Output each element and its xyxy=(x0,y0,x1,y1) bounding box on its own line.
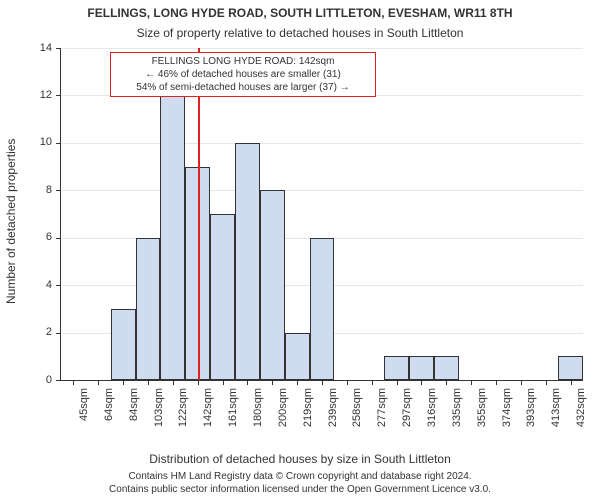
y-tick-label: 8 xyxy=(22,184,52,196)
bar xyxy=(310,238,335,380)
chart-subtitle: Size of property relative to detached ho… xyxy=(0,26,600,40)
x-tick-mark xyxy=(148,380,149,385)
y-tick-label: 14 xyxy=(22,42,52,54)
grid-line xyxy=(61,190,583,191)
credit-line-1: Contains HM Land Registry data © Crown c… xyxy=(128,471,471,482)
x-tick-label: 45sqm xyxy=(78,388,90,438)
x-tick-label: 355sqm xyxy=(476,388,488,438)
x-tick-label: 316sqm xyxy=(426,388,438,438)
bar xyxy=(210,214,235,380)
y-tick-mark xyxy=(56,190,61,191)
y-tick-label: 10 xyxy=(22,136,52,148)
bar xyxy=(260,190,285,380)
x-tick-label: 277sqm xyxy=(376,388,388,438)
x-tick-label: 122sqm xyxy=(177,388,189,438)
x-tick-label: 374sqm xyxy=(501,388,513,438)
x-tick-label: 393sqm xyxy=(525,388,537,438)
annotation-box: FELLINGS LONG HYDE ROAD: 142sqm ← 46% of… xyxy=(110,52,376,97)
x-tick-mark xyxy=(73,380,74,385)
annotation-line-2: ← 46% of detached houses are smaller (31… xyxy=(145,69,341,80)
x-tick-label: 180sqm xyxy=(252,388,264,438)
x-tick-mark xyxy=(546,380,547,385)
credit-line-2: Contains public sector information licen… xyxy=(109,484,491,495)
x-tick-mark xyxy=(397,380,398,385)
x-axis-label: Distribution of detached houses by size … xyxy=(0,452,600,466)
y-tick-label: 0 xyxy=(22,374,52,386)
y-tick-label: 6 xyxy=(22,231,52,243)
bar xyxy=(235,143,260,380)
y-tick-mark xyxy=(56,285,61,286)
bar xyxy=(160,95,185,380)
x-tick-label: 413sqm xyxy=(550,388,562,438)
x-tick-mark xyxy=(173,380,174,385)
marker-line xyxy=(198,48,200,380)
x-tick-mark xyxy=(372,380,373,385)
x-tick-mark xyxy=(98,380,99,385)
bar xyxy=(558,356,583,380)
bar xyxy=(384,356,409,380)
x-tick-mark xyxy=(198,380,199,385)
x-tick-mark xyxy=(322,380,323,385)
x-tick-label: 64sqm xyxy=(103,388,115,438)
chart-title: FELLINGS, LONG HYDE ROAD, SOUTH LITTLETO… xyxy=(0,6,600,20)
x-tick-mark xyxy=(421,380,422,385)
x-tick-mark xyxy=(297,380,298,385)
x-tick-mark xyxy=(123,380,124,385)
credit-text: Contains HM Land Registry data © Crown c… xyxy=(0,471,600,496)
grid-line xyxy=(61,143,583,144)
y-tick-label: 4 xyxy=(22,279,52,291)
bar xyxy=(136,238,161,380)
annotation-line-3: 54% of semi-detached houses are larger (… xyxy=(136,82,349,93)
x-tick-label: 335sqm xyxy=(451,388,463,438)
annotation-line-1: FELLINGS LONG HYDE ROAD: 142sqm xyxy=(152,56,335,67)
chart-page: { "title": "FELLINGS, LONG HYDE ROAD, SO… xyxy=(0,0,600,500)
y-tick-mark xyxy=(56,95,61,96)
y-tick-mark xyxy=(56,333,61,334)
x-tick-mark xyxy=(347,380,348,385)
grid-line xyxy=(61,48,583,49)
x-tick-label: 219sqm xyxy=(302,388,314,438)
x-tick-label: 200sqm xyxy=(277,388,289,438)
y-axis-label: Number of detached properties xyxy=(4,139,18,304)
bar xyxy=(434,356,459,380)
x-tick-mark xyxy=(571,380,572,385)
y-tick-mark xyxy=(56,143,61,144)
x-tick-mark xyxy=(446,380,447,385)
y-tick-label: 2 xyxy=(22,326,52,338)
y-tick-mark xyxy=(56,48,61,49)
bar xyxy=(285,333,310,380)
x-tick-mark xyxy=(521,380,522,385)
x-tick-label: 142sqm xyxy=(202,388,214,438)
y-tick-mark xyxy=(56,380,61,381)
x-tick-label: 239sqm xyxy=(327,388,339,438)
bar xyxy=(111,309,136,380)
plot-area xyxy=(60,48,583,381)
x-tick-label: 432sqm xyxy=(575,388,587,438)
x-tick-label: 297sqm xyxy=(401,388,413,438)
x-tick-label: 103sqm xyxy=(153,388,165,438)
x-tick-label: 84sqm xyxy=(128,388,140,438)
x-tick-label: 161sqm xyxy=(227,388,239,438)
x-tick-mark xyxy=(247,380,248,385)
y-tick-mark xyxy=(56,238,61,239)
bar xyxy=(409,356,434,380)
x-tick-mark xyxy=(496,380,497,385)
x-tick-mark xyxy=(223,380,224,385)
x-tick-label: 258sqm xyxy=(351,388,363,438)
y-tick-label: 12 xyxy=(22,89,52,101)
x-tick-mark xyxy=(272,380,273,385)
x-tick-mark xyxy=(471,380,472,385)
